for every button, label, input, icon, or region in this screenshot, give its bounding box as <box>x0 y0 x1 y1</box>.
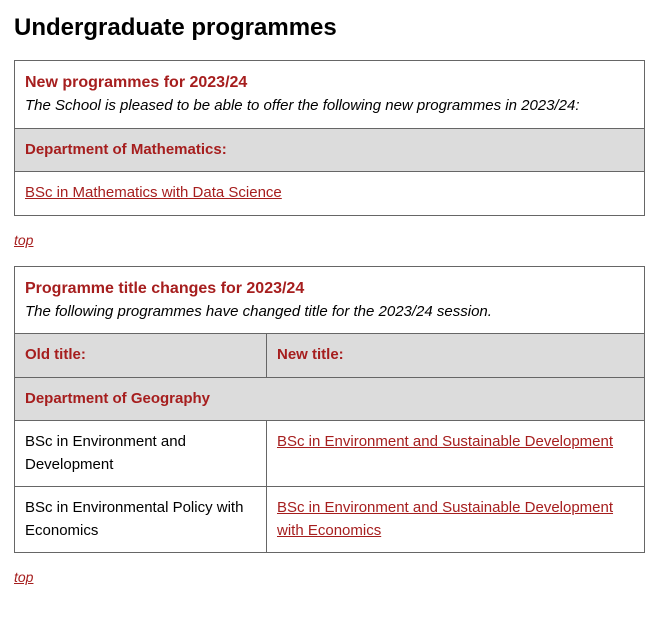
table-row: BSc in Environmental Policy with Economi… <box>15 487 645 553</box>
title-changes-header-cell: Programme title changes for 2023/24 The … <box>15 266 645 334</box>
new-programmes-header-cell: New programmes for 2023/24 The School is… <box>15 61 645 129</box>
new-title-cell: BSc in Environment and Sustainable Devel… <box>267 487 645 553</box>
title-changes-subheading: The following programmes have changed ti… <box>25 303 492 320</box>
top-link[interactable]: top <box>14 569 33 585</box>
new-programmes-subheading: The School is pleased to be able to offe… <box>25 97 580 114</box>
table-row: BSc in Environment and Development BSc i… <box>15 421 645 487</box>
new-title-cell: BSc in Environment and Sustainable Devel… <box>267 421 645 487</box>
programme-link[interactable]: BSc in Environment and Sustainable Devel… <box>277 433 613 450</box>
new-programme-row: BSc in Mathematics with Data Science <box>15 172 645 216</box>
new-title-column-header: New title: <box>267 334 645 378</box>
new-programmes-heading: New programmes for 2023/24 <box>25 74 247 91</box>
new-programmes-table: New programmes for 2023/24 The School is… <box>14 60 645 216</box>
old-title-cell: BSc in Environment and Development <box>15 421 267 487</box>
title-changes-department: Department of Geography <box>15 377 645 421</box>
top-link[interactable]: top <box>14 232 33 248</box>
title-changes-table: Programme title changes for 2023/24 The … <box>14 266 645 554</box>
programme-link[interactable]: BSc in Environment and Sustainable Devel… <box>277 499 613 539</box>
old-title-cell: BSc in Environmental Policy with Economi… <box>15 487 267 553</box>
new-programmes-department: Department of Mathematics: <box>15 128 645 172</box>
page-title: Undergraduate programmes <box>14 14 645 42</box>
programme-link[interactable]: BSc in Mathematics with Data Science <box>25 184 282 201</box>
old-title-column-header: Old title: <box>15 334 267 378</box>
title-changes-heading: Programme title changes for 2023/24 <box>25 280 304 297</box>
